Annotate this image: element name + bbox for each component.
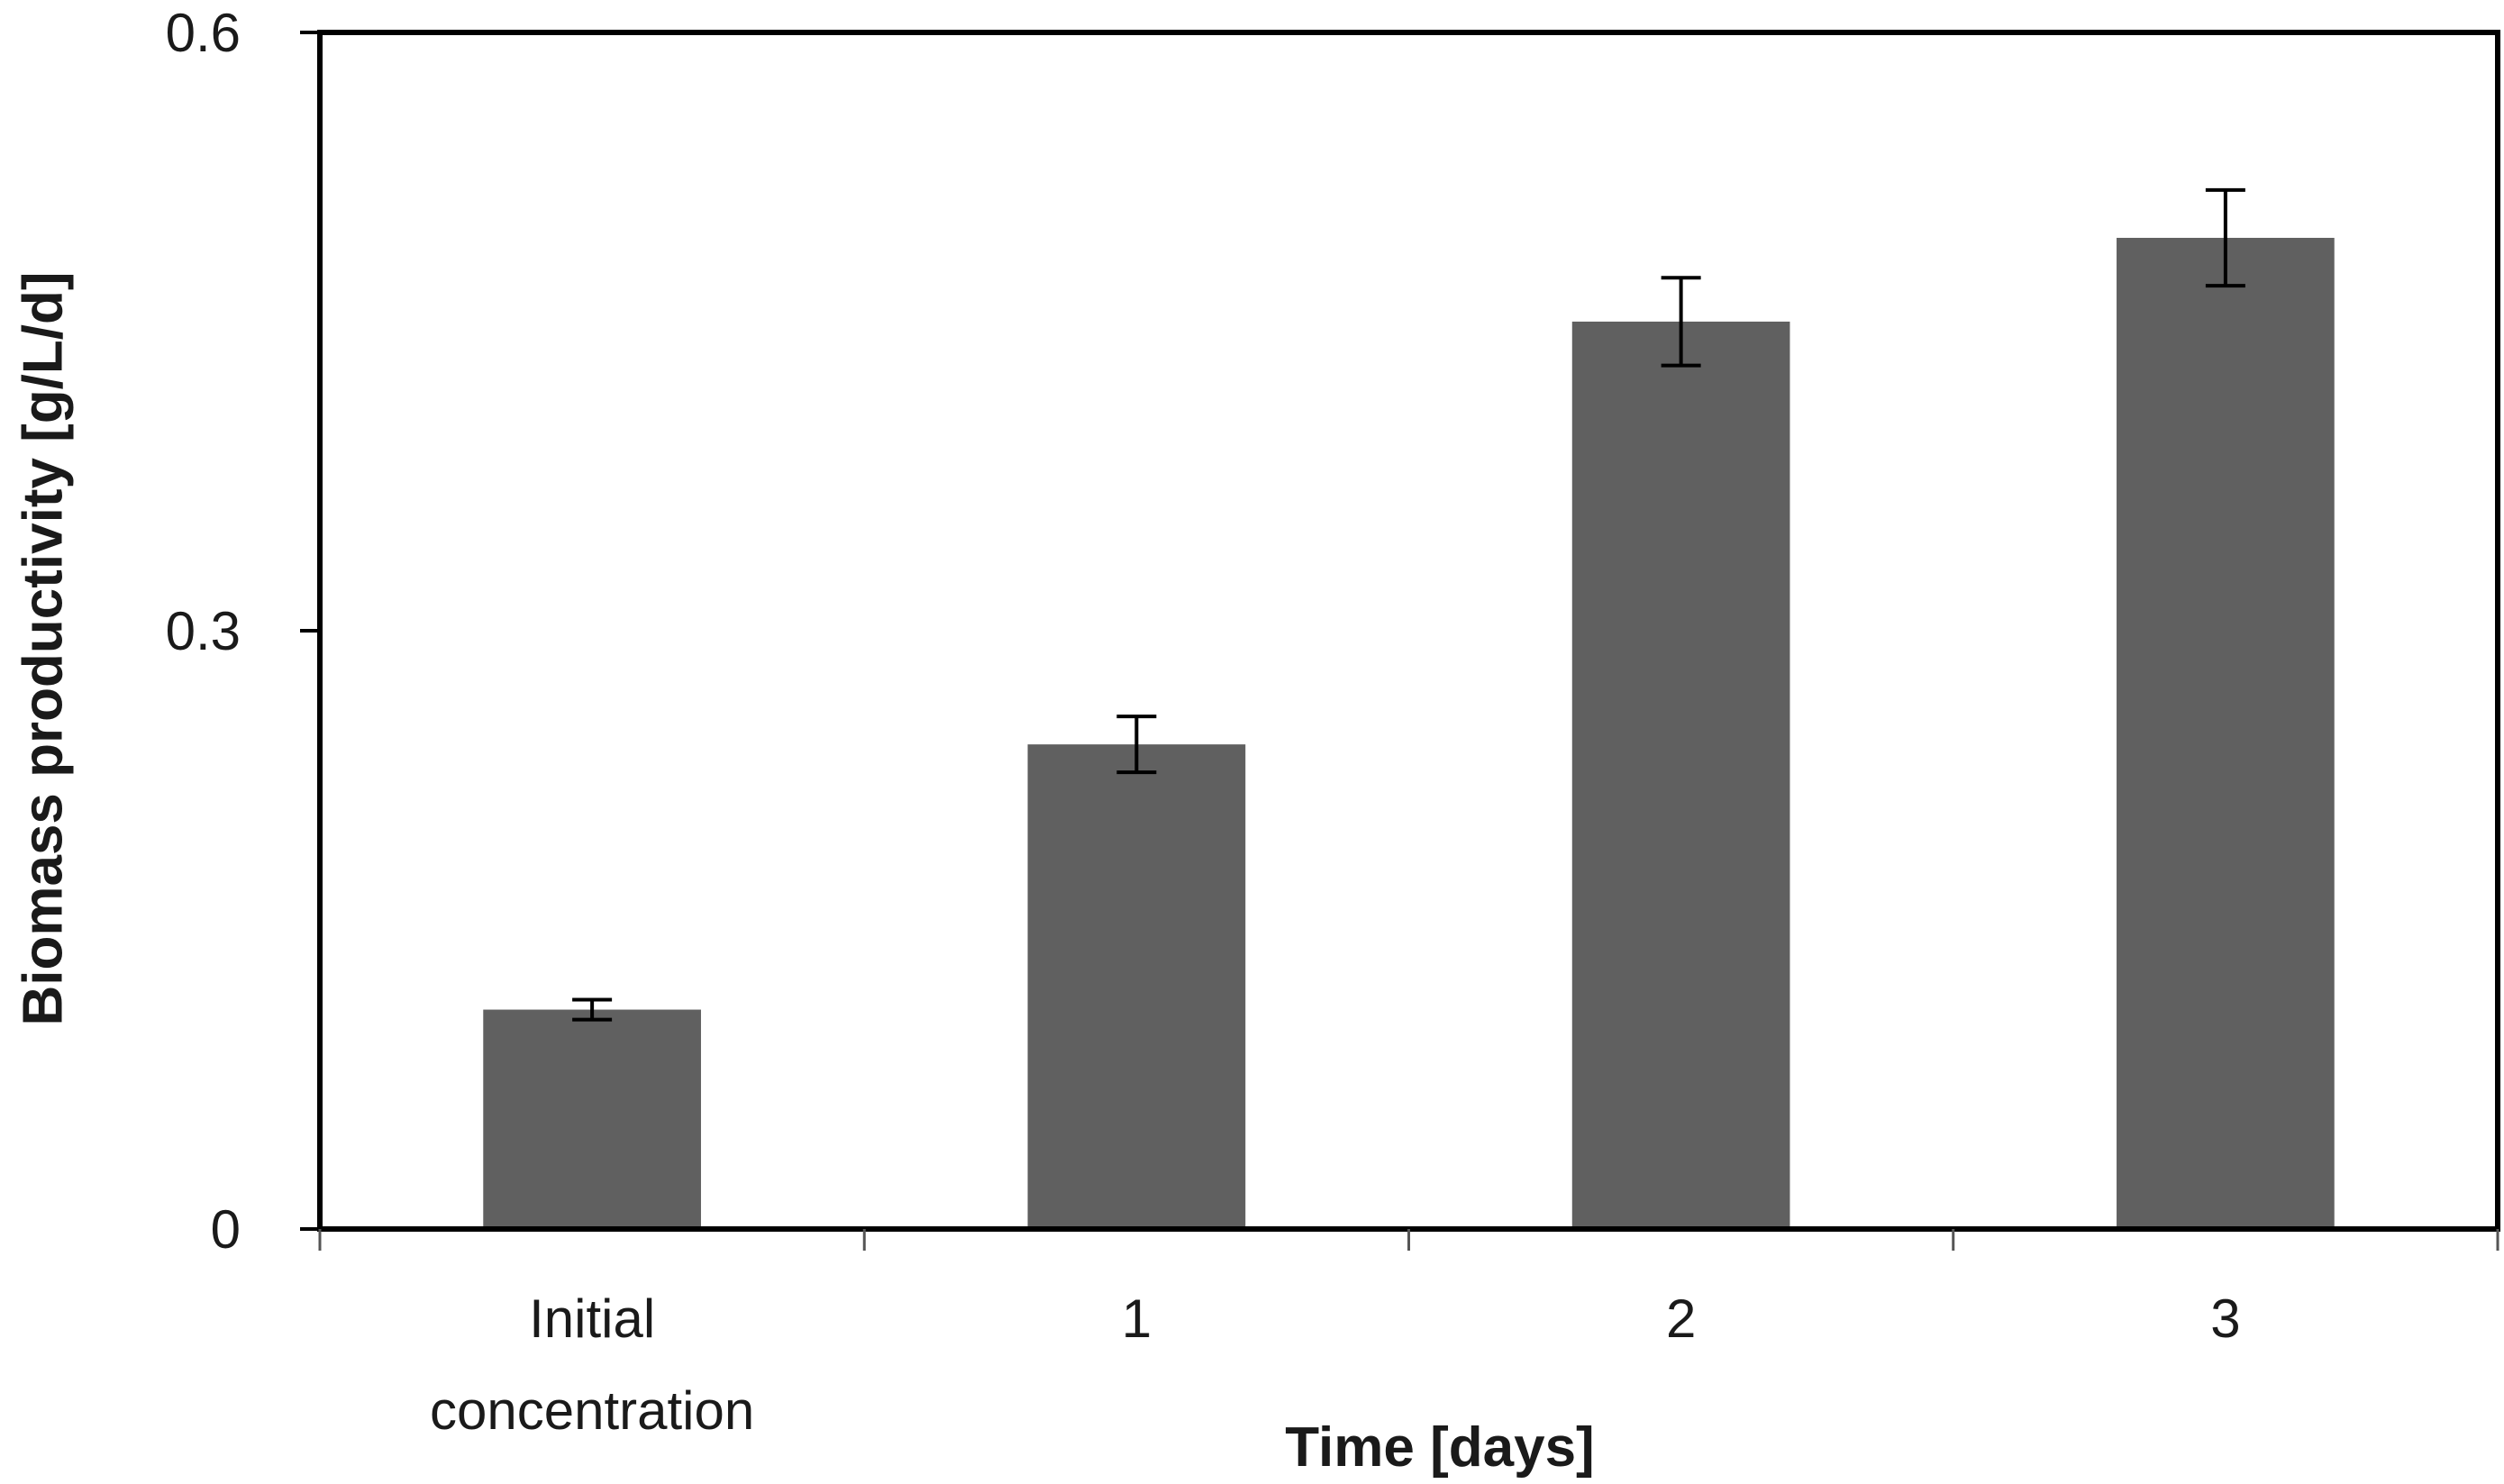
x-tick-label: Initial concentration [430, 1288, 754, 1441]
y-tick-label: 0.3 [166, 601, 241, 661]
bar [483, 1009, 701, 1229]
y-tick-label: 0.6 [166, 3, 241, 63]
bars-layer [483, 237, 2335, 1229]
y-tick-label: 0 [211, 1199, 241, 1260]
x-tick-label: 3 [2210, 1288, 2240, 1349]
x-axis: Initial concentration 1 2 3 [318, 1229, 2499, 1441]
bar [2117, 237, 2335, 1229]
bar [1571, 321, 1790, 1229]
x-axis-title: Time [days] [1285, 1416, 1594, 1479]
error-bars-layer [572, 187, 2245, 1022]
bar [1027, 744, 1246, 1229]
y-axis: 0 0.3 0.6 [166, 3, 320, 1260]
x-tick-label: 1 [1122, 1288, 1152, 1349]
x-tick-label: 2 [1666, 1288, 1696, 1349]
y-axis-title: Biomass productivity [g/L/d] [12, 271, 74, 1025]
